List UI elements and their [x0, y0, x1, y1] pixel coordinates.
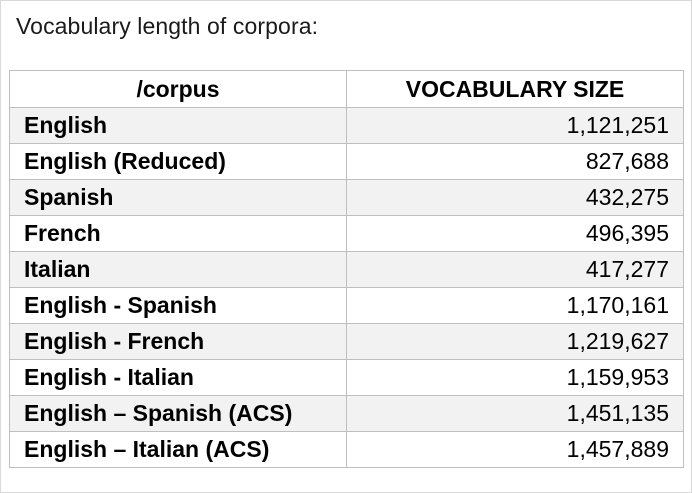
vocabulary-table: /corpus VOCABULARY SIZE English 1,121,25…	[9, 70, 684, 468]
column-header-vocabulary-size: VOCABULARY SIZE	[346, 70, 684, 108]
corpus-name: Italian	[9, 251, 347, 288]
vocabulary-size: 1,457,889	[346, 431, 684, 468]
table-row: English (Reduced) 827,688	[9, 143, 684, 180]
table-row: Spanish 432,275	[9, 179, 684, 216]
vocabulary-size: 827,688	[346, 143, 684, 180]
table-row: English – Italian (ACS) 1,457,889	[9, 431, 684, 468]
corpus-name: English – Italian (ACS)	[9, 431, 347, 468]
vocabulary-size: 1,170,161	[346, 287, 684, 324]
vocabulary-size: 432,275	[346, 179, 684, 216]
corpus-name: Spanish	[9, 179, 347, 216]
table-row: English – Spanish (ACS) 1,451,135	[9, 395, 684, 432]
vocabulary-size: 417,277	[346, 251, 684, 288]
vocabulary-size: 1,159,953	[346, 359, 684, 396]
vocabulary-size: 1,219,627	[346, 323, 684, 360]
corpus-name: English - French	[9, 323, 347, 360]
corpus-name: English	[9, 107, 347, 144]
table-row: English 1,121,251	[9, 107, 684, 144]
corpus-name: English – Spanish (ACS)	[9, 395, 347, 432]
table-row: French 496,395	[9, 215, 684, 252]
corpus-name: English - Spanish	[9, 287, 347, 324]
table-row: English - Italian 1,159,953	[9, 359, 684, 396]
table-caption: Vocabulary length of corpora:	[16, 13, 319, 39]
corpus-name: English - Italian	[9, 359, 347, 396]
table-row: English - Spanish 1,170,161	[9, 287, 684, 324]
corpus-name: French	[9, 215, 347, 252]
table-row: English - French 1,219,627	[9, 323, 684, 360]
vocabulary-size: 1,121,251	[346, 107, 684, 144]
corpus-name: English (Reduced)	[9, 143, 347, 180]
table-header-row: /corpus VOCABULARY SIZE	[9, 70, 684, 108]
column-header-corpus: /corpus	[9, 70, 347, 108]
vocabulary-size: 1,451,135	[346, 395, 684, 432]
table-row: Italian 417,277	[9, 251, 684, 288]
vocabulary-size: 496,395	[346, 215, 684, 252]
